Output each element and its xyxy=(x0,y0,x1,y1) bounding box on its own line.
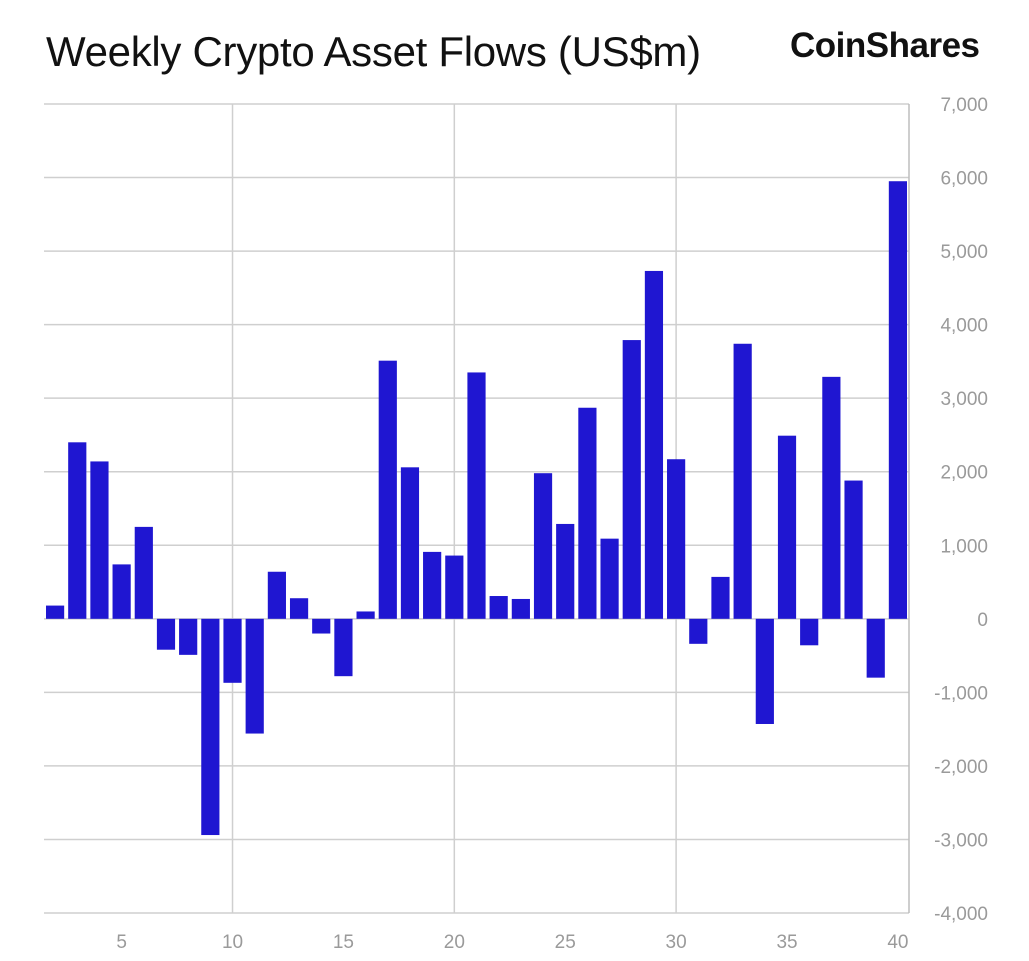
x-tick-label: 30 xyxy=(666,932,687,953)
bar xyxy=(866,618,885,678)
x-tick-label: 10 xyxy=(222,932,243,953)
y-tick-label: 7,000 xyxy=(940,95,988,116)
bar xyxy=(267,571,286,619)
bar xyxy=(777,435,797,619)
y-tick-label: -2,000 xyxy=(934,757,988,778)
bar xyxy=(245,618,264,734)
x-tick-label: 15 xyxy=(333,932,354,953)
x-tick-label: 25 xyxy=(555,932,576,953)
bar xyxy=(90,461,109,619)
bar xyxy=(68,442,87,619)
bar xyxy=(223,618,242,683)
bar xyxy=(467,372,486,619)
bar xyxy=(622,340,641,619)
bar xyxy=(667,459,686,619)
y-tick-label: 5,000 xyxy=(940,242,988,263)
x-axis-labels: 5 10 15 20 25 30 35 40 xyxy=(116,932,908,953)
bar xyxy=(844,480,863,619)
bar xyxy=(600,538,619,619)
bar xyxy=(644,270,664,619)
y-tick-label: -1,000 xyxy=(934,683,988,704)
bar xyxy=(289,598,309,619)
y-tick-label: -3,000 xyxy=(934,830,988,851)
bar xyxy=(356,611,375,619)
bar xyxy=(689,618,708,644)
bar xyxy=(400,467,420,619)
bar xyxy=(556,523,575,619)
bars xyxy=(45,181,908,836)
bar xyxy=(334,618,353,677)
bar xyxy=(578,407,597,619)
y-tick-label: 0 xyxy=(977,610,988,631)
bar xyxy=(755,618,774,724)
bar xyxy=(179,618,198,655)
bar xyxy=(888,181,908,619)
bar xyxy=(733,343,752,619)
bar xyxy=(800,618,819,646)
bar xyxy=(445,555,464,619)
bar xyxy=(134,526,153,619)
bar xyxy=(112,564,131,619)
bar xyxy=(423,551,442,619)
bar xyxy=(201,618,220,836)
bar xyxy=(822,376,841,619)
x-tick-label: 5 xyxy=(116,932,127,953)
y-tick-label: 2,000 xyxy=(940,463,988,484)
x-tick-label: 40 xyxy=(887,932,908,953)
chart-title: Weekly Crypto Asset Flows (US$m) xyxy=(46,28,701,75)
coinshares-logo: CoinShares xyxy=(790,26,980,65)
y-axis-labels: 7,000 6,000 5,000 4,000 3,000 2,000 1,000 0 -1,0… xyxy=(934,95,988,925)
bar xyxy=(45,605,65,619)
y-tick-label: -4,000 xyxy=(934,904,988,925)
bar xyxy=(378,360,397,619)
bar xyxy=(511,598,530,619)
bar xyxy=(156,618,176,650)
y-tick-label: 4,000 xyxy=(940,316,988,337)
bar xyxy=(489,596,508,619)
y-tick-label: 6,000 xyxy=(940,169,988,190)
bar xyxy=(312,618,331,634)
bar xyxy=(711,576,730,619)
y-tick-label: 1,000 xyxy=(940,536,988,557)
y-tick-label: 3,000 xyxy=(940,389,988,410)
bar xyxy=(533,473,553,619)
x-tick-label: 20 xyxy=(444,932,465,953)
x-tick-label: 35 xyxy=(776,932,797,953)
